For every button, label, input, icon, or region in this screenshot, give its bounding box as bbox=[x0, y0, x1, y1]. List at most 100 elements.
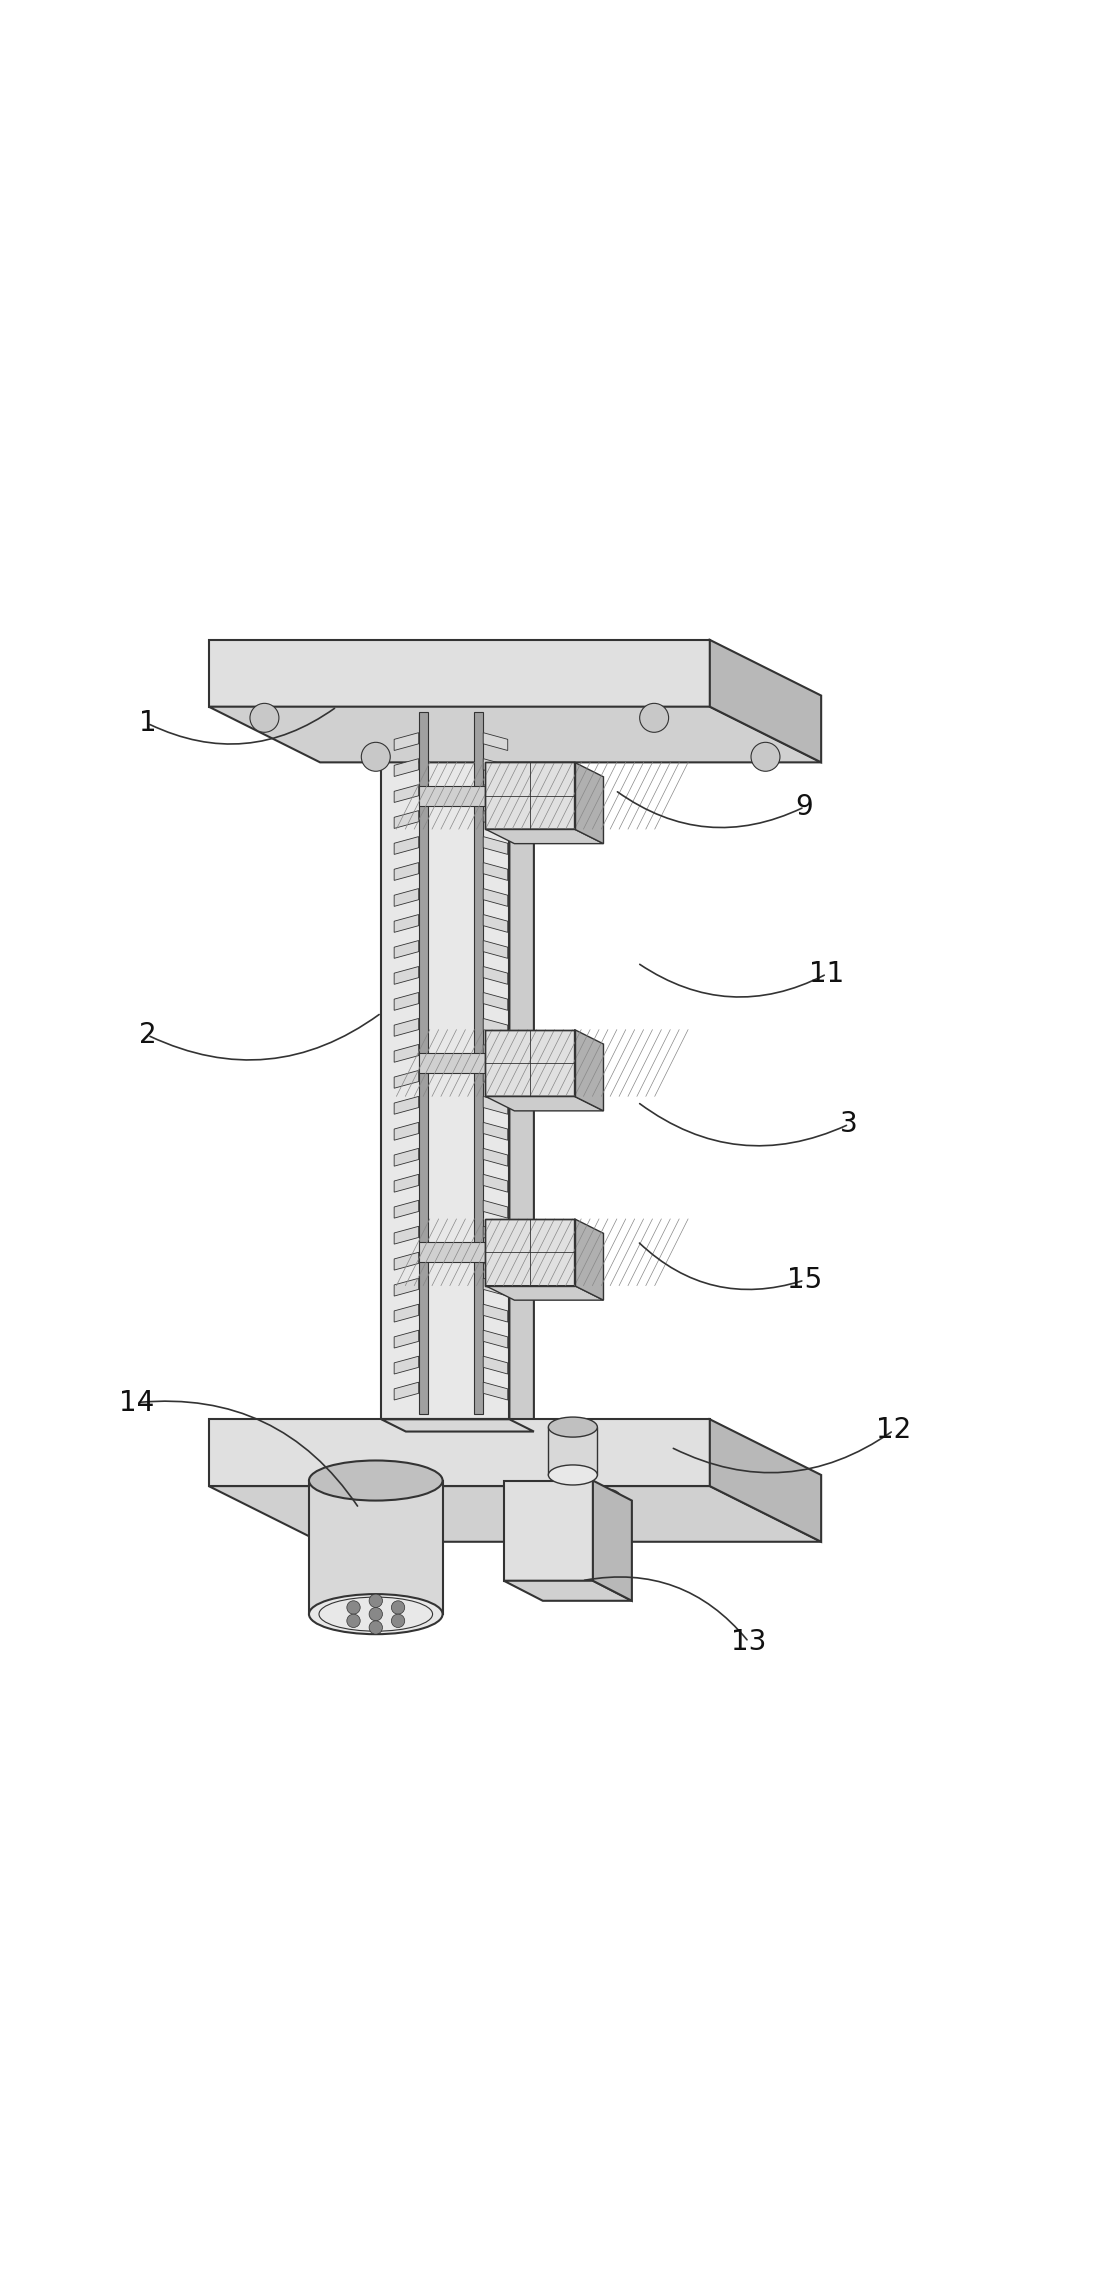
Ellipse shape bbox=[548, 1417, 598, 1438]
Circle shape bbox=[751, 743, 780, 770]
Polygon shape bbox=[474, 713, 483, 1415]
Text: 11: 11 bbox=[809, 961, 845, 988]
Polygon shape bbox=[574, 761, 603, 844]
Polygon shape bbox=[394, 1227, 419, 1245]
Polygon shape bbox=[486, 830, 603, 844]
Polygon shape bbox=[419, 786, 486, 805]
Polygon shape bbox=[483, 1252, 508, 1270]
Text: 3: 3 bbox=[840, 1110, 858, 1137]
Polygon shape bbox=[483, 1043, 508, 1062]
Circle shape bbox=[369, 1607, 383, 1621]
Polygon shape bbox=[394, 965, 419, 984]
Polygon shape bbox=[394, 1277, 419, 1296]
Text: 1: 1 bbox=[139, 709, 157, 738]
Polygon shape bbox=[394, 1096, 419, 1114]
Polygon shape bbox=[483, 1121, 508, 1140]
Polygon shape bbox=[483, 759, 508, 777]
Polygon shape bbox=[394, 1355, 419, 1374]
Circle shape bbox=[347, 1614, 360, 1628]
Polygon shape bbox=[483, 734, 508, 750]
Circle shape bbox=[596, 1490, 623, 1516]
Polygon shape bbox=[548, 1426, 598, 1474]
Polygon shape bbox=[574, 1220, 603, 1300]
Polygon shape bbox=[483, 993, 508, 1011]
Circle shape bbox=[392, 1601, 405, 1614]
Polygon shape bbox=[483, 890, 508, 906]
Polygon shape bbox=[483, 837, 508, 855]
Text: 12: 12 bbox=[876, 1417, 911, 1445]
Polygon shape bbox=[483, 1355, 508, 1374]
Polygon shape bbox=[509, 706, 534, 1431]
Polygon shape bbox=[394, 993, 419, 1011]
Polygon shape bbox=[209, 640, 709, 706]
Polygon shape bbox=[486, 1096, 603, 1110]
Polygon shape bbox=[709, 1419, 821, 1541]
Polygon shape bbox=[394, 1199, 419, 1218]
Polygon shape bbox=[209, 706, 821, 761]
Ellipse shape bbox=[309, 1461, 443, 1500]
Polygon shape bbox=[483, 940, 508, 958]
Circle shape bbox=[250, 704, 279, 731]
Polygon shape bbox=[483, 1330, 508, 1348]
Polygon shape bbox=[382, 706, 509, 1419]
Polygon shape bbox=[483, 784, 508, 803]
Circle shape bbox=[347, 1601, 360, 1614]
Polygon shape bbox=[394, 812, 419, 828]
Polygon shape bbox=[394, 1252, 419, 1270]
Polygon shape bbox=[209, 1486, 821, 1541]
Circle shape bbox=[361, 743, 391, 770]
Circle shape bbox=[640, 704, 669, 731]
Circle shape bbox=[369, 1621, 383, 1635]
Polygon shape bbox=[483, 1096, 508, 1114]
Polygon shape bbox=[209, 1419, 709, 1486]
Text: 14: 14 bbox=[119, 1390, 154, 1417]
Polygon shape bbox=[483, 915, 508, 933]
Polygon shape bbox=[394, 1043, 419, 1062]
Circle shape bbox=[369, 1594, 383, 1607]
Polygon shape bbox=[394, 1071, 419, 1089]
Polygon shape bbox=[593, 1481, 632, 1601]
Polygon shape bbox=[483, 1305, 508, 1323]
Text: 13: 13 bbox=[731, 1628, 767, 1656]
Polygon shape bbox=[394, 1330, 419, 1348]
Polygon shape bbox=[419, 713, 427, 1415]
Text: 15: 15 bbox=[787, 1266, 822, 1293]
Polygon shape bbox=[394, 890, 419, 906]
Polygon shape bbox=[483, 862, 508, 881]
Polygon shape bbox=[394, 837, 419, 855]
Polygon shape bbox=[394, 1383, 419, 1401]
Polygon shape bbox=[394, 1018, 419, 1036]
Polygon shape bbox=[394, 1121, 419, 1140]
Polygon shape bbox=[483, 965, 508, 984]
Polygon shape bbox=[394, 759, 419, 777]
Polygon shape bbox=[504, 1481, 593, 1580]
Ellipse shape bbox=[548, 1465, 598, 1486]
Polygon shape bbox=[483, 1383, 508, 1401]
Polygon shape bbox=[419, 1243, 486, 1263]
Polygon shape bbox=[574, 1030, 603, 1110]
Polygon shape bbox=[394, 940, 419, 958]
Text: 2: 2 bbox=[139, 1020, 157, 1050]
Circle shape bbox=[392, 1614, 405, 1628]
Polygon shape bbox=[483, 1277, 508, 1296]
Polygon shape bbox=[709, 640, 821, 761]
Polygon shape bbox=[309, 1481, 443, 1614]
Polygon shape bbox=[394, 734, 419, 750]
Polygon shape bbox=[394, 1174, 419, 1192]
Polygon shape bbox=[483, 1149, 508, 1167]
Polygon shape bbox=[394, 915, 419, 933]
Polygon shape bbox=[486, 1220, 574, 1286]
Polygon shape bbox=[483, 1227, 508, 1245]
Polygon shape bbox=[483, 812, 508, 828]
Polygon shape bbox=[394, 1149, 419, 1167]
Polygon shape bbox=[394, 1305, 419, 1323]
Ellipse shape bbox=[309, 1594, 443, 1635]
Polygon shape bbox=[394, 784, 419, 803]
Polygon shape bbox=[483, 1174, 508, 1192]
Polygon shape bbox=[486, 761, 574, 830]
Polygon shape bbox=[483, 1018, 508, 1036]
Polygon shape bbox=[394, 862, 419, 881]
Polygon shape bbox=[382, 1419, 534, 1431]
Polygon shape bbox=[486, 1286, 603, 1300]
Polygon shape bbox=[419, 1052, 486, 1073]
